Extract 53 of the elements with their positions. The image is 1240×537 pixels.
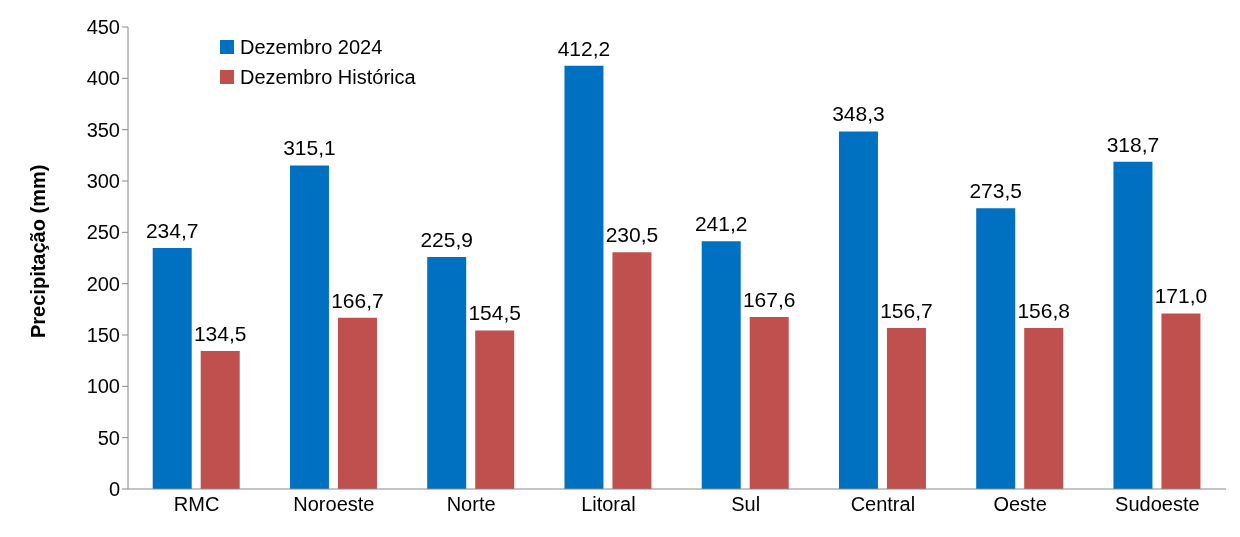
y-tick-label: 300 — [86, 170, 120, 193]
data-label: 241,2 — [694, 212, 748, 236]
legend-label: Dezembro Histórica — [240, 65, 416, 90]
x-tick-label: Central — [850, 493, 916, 516]
data-label: 225,9 — [420, 228, 473, 252]
x-tick-label: Norte — [446, 493, 496, 516]
data-label: 234,7 — [145, 219, 199, 243]
bar — [289, 165, 329, 489]
x-tick-label: Sudoeste — [1115, 493, 1200, 516]
bar — [612, 252, 652, 489]
y-tick-label: 350 — [86, 118, 120, 141]
y-axis-title: Precipitação (mm) — [27, 164, 50, 338]
data-label: 171,0 — [1154, 284, 1208, 308]
legend-label: Dezembro 2024 — [240, 35, 383, 60]
y-tick-label: 150 — [86, 324, 120, 347]
bar — [701, 241, 741, 489]
data-label: 412,2 — [557, 36, 611, 60]
bar — [337, 317, 377, 489]
x-tick-label: Noroeste — [293, 493, 375, 516]
y-tick-label: 450 — [86, 16, 120, 39]
bar — [1024, 328, 1064, 489]
y-tick-label: 200 — [86, 272, 120, 295]
bar — [1113, 161, 1153, 489]
x-tick-label: RMC — [173, 493, 220, 516]
x-tick-label: Sul — [731, 493, 761, 516]
data-label: 156,7 — [880, 299, 933, 323]
data-label: 315,1 — [283, 136, 336, 160]
y-tick-label: 100 — [86, 375, 120, 398]
bar — [749, 316, 789, 489]
bar — [976, 208, 1016, 489]
y-tick-label: 0 — [108, 478, 120, 501]
data-label: 318,7 — [1106, 132, 1160, 156]
y-tick-label: 250 — [86, 221, 120, 244]
data-label: 348,3 — [832, 102, 885, 126]
bar — [838, 131, 878, 489]
x-tick-label: Oeste — [993, 493, 1047, 516]
data-label: 156,8 — [1017, 299, 1070, 323]
x-tick-label: Litoral — [581, 493, 636, 516]
bar — [1161, 313, 1201, 489]
bar — [475, 330, 515, 489]
y-tick-label: 50 — [97, 426, 120, 449]
data-label: 154,5 — [468, 301, 521, 325]
y-tick-label: 400 — [86, 67, 120, 90]
bar — [152, 248, 192, 489]
data-label: 230,5 — [605, 223, 659, 247]
data-label: 166,7 — [331, 288, 384, 312]
data-label: 273,5 — [969, 179, 1022, 203]
data-label: 134,5 — [193, 321, 247, 345]
bar — [200, 350, 240, 489]
data-label: 167,6 — [742, 287, 796, 311]
bar — [564, 65, 604, 489]
bar — [886, 328, 926, 489]
bar — [427, 257, 467, 489]
